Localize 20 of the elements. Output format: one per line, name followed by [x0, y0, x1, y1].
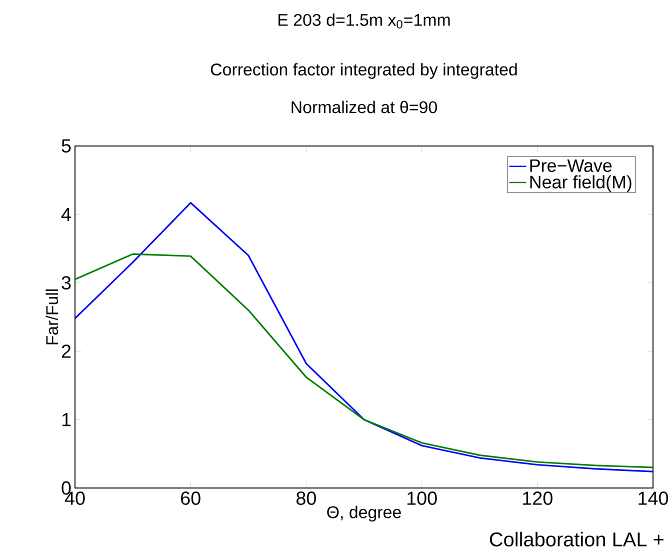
x-tick-label: 80: [296, 492, 316, 505]
y-tick-label: 2: [62, 344, 71, 358]
y-tick-label: 5: [62, 139, 71, 153]
x-tick-label: 140: [638, 492, 668, 505]
legend-label: Near field(M): [530, 175, 632, 192]
text: Normalized at θ=90: [292, 100, 437, 114]
y-axis-title: Far/Full: [46, 289, 58, 344]
x-tick-label: 120: [523, 492, 552, 505]
x-axis-title: Θ, degree: [327, 506, 401, 522]
chart-title: E 203 d=1.5m x$_{0}$=1mm: [278, 14, 450, 28]
x-tick-label: 60: [181, 492, 200, 505]
y-tick-label: 4: [61, 208, 71, 221]
line-series: [75, 253, 654, 468]
y-tick-label: 3: [62, 276, 71, 290]
x-tick-label: 100: [407, 492, 437, 505]
line-series: [75, 202, 654, 472]
text: Collaboration LAL +: [490, 532, 664, 546]
chart-subtitle: Correction factor integrated by integrated: [210, 63, 517, 79]
legend-label: Pre−Wave: [530, 159, 612, 172]
y-tick-label: 1: [62, 413, 71, 426]
